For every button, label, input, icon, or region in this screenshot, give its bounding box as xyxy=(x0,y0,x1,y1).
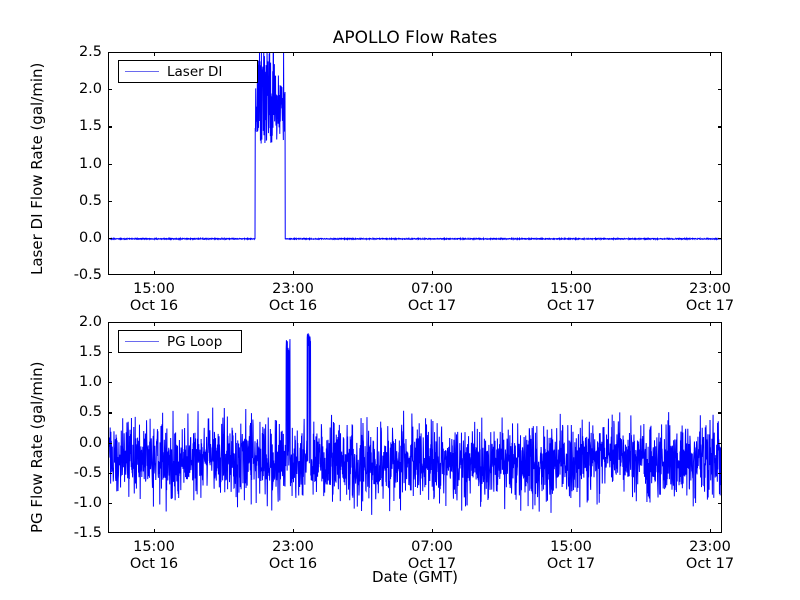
y-tick-mark xyxy=(108,126,112,128)
y-tick-mark xyxy=(108,200,112,202)
x-tick-mark-top xyxy=(432,52,434,56)
x-tick-label: 23:00 Oct 16 xyxy=(268,281,318,314)
y-tick-mark xyxy=(108,163,112,165)
x-tick-mark xyxy=(571,529,573,533)
x-tick-label: 15:00 Oct 16 xyxy=(129,281,179,314)
y-tick-mark xyxy=(108,502,112,505)
y-tick-mark xyxy=(108,382,112,384)
x-tick-mark-top xyxy=(571,52,573,56)
y-tick-mark-right xyxy=(718,412,722,414)
x-tick-mark xyxy=(293,271,295,275)
y-tick-mark-right xyxy=(718,442,722,444)
series-line xyxy=(109,333,721,515)
y-tick-label: 2.0 xyxy=(78,81,102,98)
y-tick-mark-right xyxy=(718,126,722,128)
x-tick-mark-top xyxy=(154,52,156,56)
x-tick-mark-top xyxy=(293,52,295,56)
x-tick-mark-top xyxy=(293,322,295,326)
x-tick-mark xyxy=(710,271,712,275)
y-tick-mark xyxy=(108,412,112,414)
y-tick-label: 2.5 xyxy=(78,44,102,60)
legend-label-pg-loop: PG Loop xyxy=(167,333,223,350)
x-tick-mark-top xyxy=(432,322,434,326)
y-tick-mark xyxy=(108,352,112,354)
x-tick-label: 15:00 Oct 17 xyxy=(546,281,596,314)
y-tick-mark xyxy=(108,442,112,444)
page-title: APOLLO Flow Rates xyxy=(332,28,498,48)
y-tick-label: 1.0 xyxy=(78,374,102,391)
legend-line-swatch-laser-di xyxy=(125,71,159,72)
x-tick-label: 15:00 Oct 16 xyxy=(129,539,179,572)
y-tick-mark-right xyxy=(718,502,722,505)
y-tick-label: 2.0 xyxy=(78,314,102,330)
y-tick-label: -0.5 xyxy=(73,464,102,481)
y-axis-label-top: Laser DI Flow Rate (gal/min) xyxy=(28,62,46,275)
y-tick-mark xyxy=(108,237,112,240)
y-tick-label: -1.0 xyxy=(73,494,102,511)
legend-line-swatch-pg-loop xyxy=(125,341,159,342)
x-tick-label: 23:00 Oct 17 xyxy=(685,281,735,314)
x-axis-label: Date (GMT) xyxy=(371,568,459,586)
x-tick-mark-top xyxy=(154,322,156,326)
x-tick-mark xyxy=(154,529,156,533)
laser-di-plot-area: Laser DI xyxy=(108,52,722,275)
y-tick-mark-right xyxy=(718,200,722,202)
pg-loop-plot-area: PG Loop xyxy=(108,322,722,533)
x-tick-label: 23:00 Oct 16 xyxy=(268,539,318,572)
y-tick-mark-right xyxy=(718,237,722,240)
y-tick-mark xyxy=(108,472,112,474)
y-tick-label: 0.5 xyxy=(78,192,102,209)
x-tick-label: 23:00 Oct 17 xyxy=(685,539,735,572)
y-tick-mark-right xyxy=(718,472,722,474)
y-tick-mark-right xyxy=(718,382,722,384)
y-tick-label: -1.5 xyxy=(73,525,102,541)
x-tick-mark xyxy=(710,529,712,533)
y-tick-mark xyxy=(108,89,112,91)
y-tick-label: 1.5 xyxy=(78,118,102,135)
x-tick-label: 07:00 Oct 17 xyxy=(407,539,457,572)
x-tick-mark xyxy=(432,271,434,275)
x-tick-mark-top xyxy=(710,322,712,326)
x-tick-mark xyxy=(432,529,434,533)
y-tick-label: 0.5 xyxy=(78,404,102,421)
x-tick-mark xyxy=(293,529,295,533)
legend-laser-di[interactable]: Laser DI xyxy=(118,60,258,83)
x-tick-mark-top xyxy=(710,52,712,56)
legend-pg-loop[interactable]: PG Loop xyxy=(118,330,242,353)
y-tick-label: 1.0 xyxy=(78,155,102,172)
x-tick-mark xyxy=(154,271,156,275)
y-tick-label: 1.5 xyxy=(78,344,102,361)
x-tick-label: 15:00 Oct 17 xyxy=(546,539,596,572)
y-tick-label: 0.0 xyxy=(78,434,102,451)
pg-loop-series-path xyxy=(109,333,721,515)
y-tick-label: -0.5 xyxy=(73,267,102,283)
x-tick-mark xyxy=(571,271,573,275)
x-tick-mark-top xyxy=(571,322,573,326)
y-tick-mark-right xyxy=(718,89,722,91)
series-line xyxy=(109,53,721,242)
laser-di-series-path xyxy=(109,53,721,242)
x-tick-label: 07:00 Oct 17 xyxy=(407,281,457,314)
y-tick-label: 0.0 xyxy=(78,229,102,246)
legend-label-laser-di: Laser DI xyxy=(167,63,223,80)
y-tick-mark-right xyxy=(718,352,722,354)
y-tick-mark-right xyxy=(718,163,722,165)
y-axis-label-bottom: PG Flow Rate (gal/min) xyxy=(28,361,46,533)
